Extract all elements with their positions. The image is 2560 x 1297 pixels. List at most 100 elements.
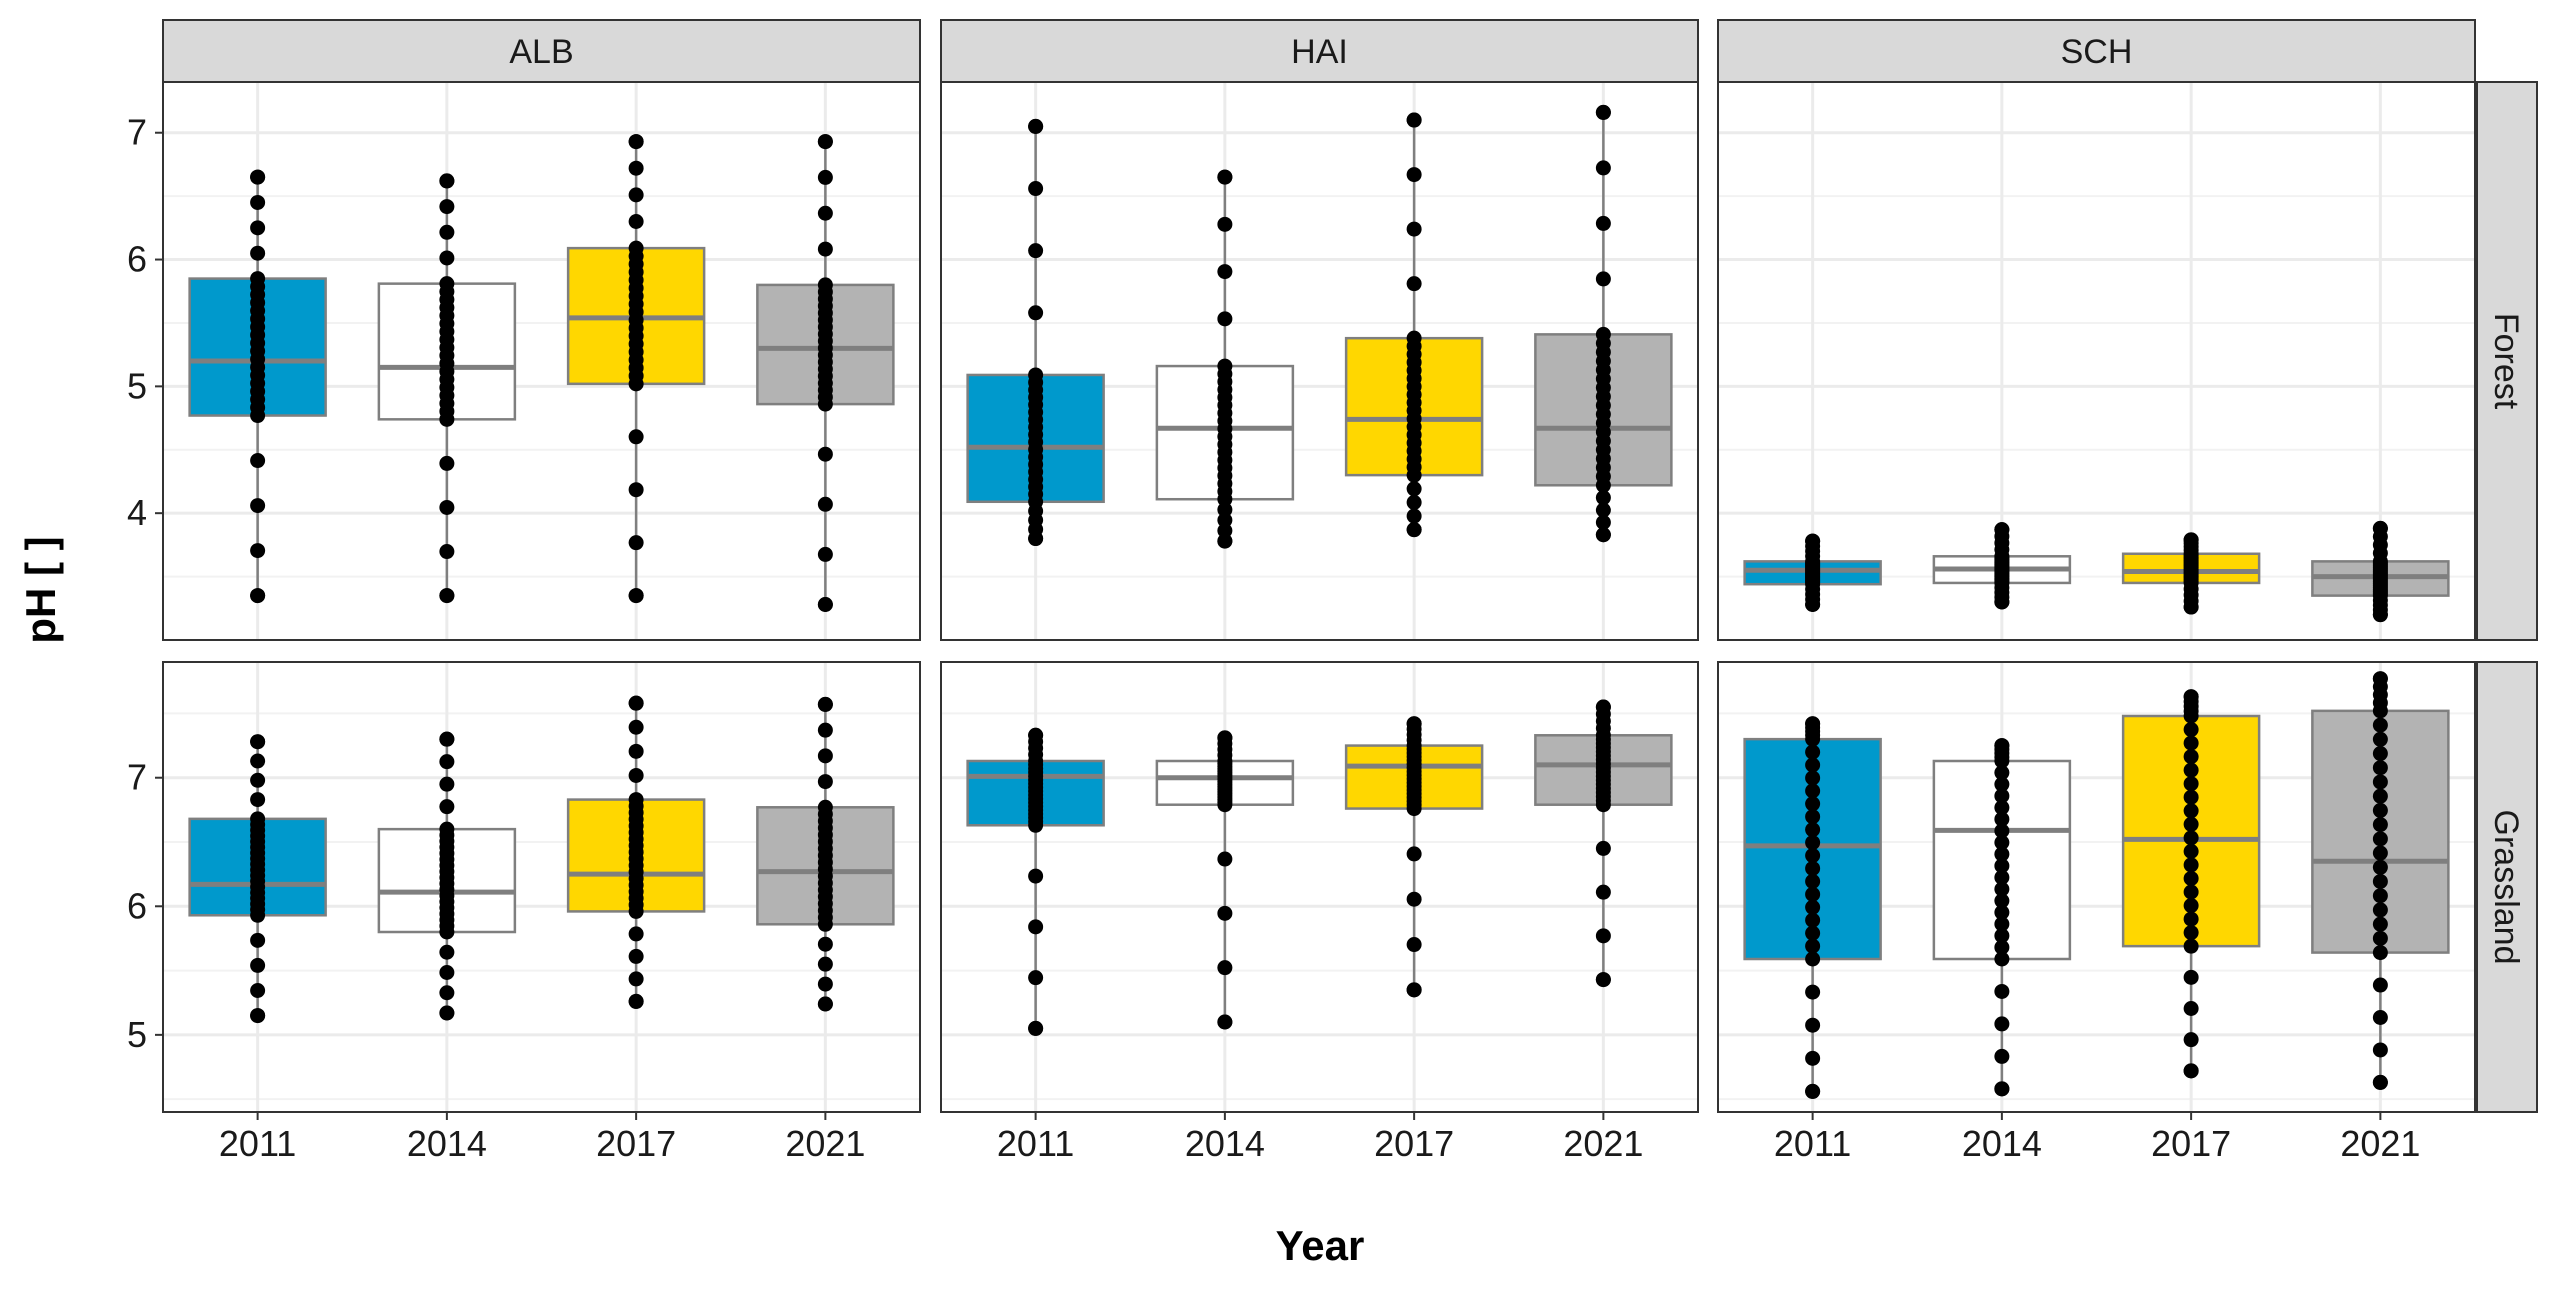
point-hai-forest-2011 [1028,118,1044,134]
point-alb-grassland-2014 [439,776,455,792]
point-sch-grassland-2017 [2183,911,2199,927]
point-hai-forest-2011 [1028,243,1044,259]
point-sch-grassland-2017 [2183,816,2199,832]
point-sch-grassland-2021 [2372,1042,2388,1058]
point-sch-grassland-2021 [2372,774,2388,790]
point-hai-grassland-2017 [1406,891,1422,907]
point-sch-grassland-2014 [1994,788,2010,804]
point-sch-grassland-2011 [1805,770,1821,786]
y-axis-title: pH [ ] [17,536,64,643]
x-tick-label-sch-2021: 2021 [2340,1123,2420,1164]
point-sch-grassland-2021 [2372,760,2388,776]
point-alb-forest-2017 [628,429,644,445]
point-alb-forest-2017 [628,240,644,256]
x-tick-label-hai-2017: 2017 [1374,1123,1454,1164]
point-alb-forest-2014 [439,455,455,471]
point-hai-grassland-2011 [1028,868,1044,884]
x-tick-label-alb-2011: 2011 [219,1123,296,1164]
y-tick-label-grassland: 6 [127,885,147,926]
x-axis-title: Year [1276,1222,1365,1269]
point-alb-grassland-2014 [439,754,455,770]
point-sch-grassland-2021 [2372,731,2388,747]
point-sch-grassland-2011 [1805,951,1821,967]
point-hai-forest-2014 [1217,169,1233,185]
point-alb-grassland-2017 [628,792,644,808]
point-sch-grassland-2011 [1805,984,1821,1000]
point-hai-grassland-2014 [1217,851,1233,867]
facet-label-forest: Forest [2487,313,2525,410]
point-hai-forest-2011 [1028,531,1044,547]
point-alb-forest-2011 [250,588,266,604]
point-sch-grassland-2011 [1805,1017,1821,1033]
point-hai-grassland-2021 [1595,928,1611,944]
point-hai-grassland-2017 [1406,982,1422,998]
point-alb-grassland-2017 [628,719,644,735]
point-sch-grassland-2014 [1994,951,2010,967]
point-hai-grassland-2011 [1028,727,1044,743]
point-alb-forest-2011 [250,245,266,261]
panel-bg-hai-grassland [941,662,1698,1112]
point-sch-grassland-2014 [1994,800,2010,816]
point-alb-grassland-2011 [250,932,266,948]
facet-strip-forest [2476,81,2538,641]
point-alb-forest-2014 [439,173,455,189]
point-alb-forest-2017 [628,134,644,150]
point-hai-grassland-2017 [1406,937,1422,953]
point-hai-forest-2017 [1406,330,1422,346]
point-sch-grassland-2014 [1994,928,2010,944]
point-sch-grassland-2014 [1994,1081,2010,1097]
point-sch-grassland-2017 [2183,749,2199,765]
point-sch-grassland-2011 [1805,873,1821,889]
point-sch-grassland-2017 [2183,722,2199,738]
point-hai-forest-2014 [1217,533,1233,549]
point-sch-grassland-2014 [1994,835,2010,851]
point-sch-grassland-2021 [2372,873,2388,889]
point-sch-forest-2017 [2183,599,2199,615]
point-sch-grassland-2017 [2183,689,2199,705]
point-alb-grassland-2021 [817,696,833,712]
point-hai-forest-2011 [1028,367,1044,383]
point-sch-grassland-2011 [1805,886,1821,902]
panel-border-hai-forest [940,81,1699,641]
facet-label-sch: SCH [2061,33,2133,71]
point-alb-forest-2011 [250,220,266,236]
y-tick-label-forest: 4 [127,492,147,533]
point-sch-grassland-2014 [1994,939,2010,955]
point-hai-forest-2011 [1028,305,1044,321]
point-hai-forest-2014 [1217,311,1233,327]
facet-label-grassland: Grassland [2487,810,2525,965]
point-sch-grassland-2017 [2183,1001,2199,1016]
point-sch-grassland-2014 [1994,811,2010,827]
point-sch-grassland-2021 [2372,859,2388,875]
point-alb-grassland-2021 [817,748,833,764]
point-alb-grassland-2021 [817,799,833,815]
point-alb-forest-2014 [439,276,455,292]
point-sch-grassland-2011 [1805,912,1821,928]
point-sch-grassland-2014 [1994,916,2010,932]
point-hai-forest-2011 [1028,181,1044,197]
panel-border-alb-forest [162,81,921,641]
point-sch-grassland-2014 [1994,846,2010,862]
point-sch-grassland-2011 [1805,716,1821,732]
point-alb-grassland-2021 [817,996,833,1012]
point-alb-grassland-2011 [250,734,266,750]
point-alb-forest-2017 [628,535,644,551]
point-alb-grassland-2021 [817,774,833,790]
point-sch-forest-2021 [2372,520,2388,536]
point-hai-grassland-2017 [1406,716,1422,732]
facet-strip-hai [940,19,1699,83]
point-sch-grassland-2014 [1994,858,2010,874]
point-sch-grassland-2021 [2372,845,2388,861]
point-sch-grassland-2021 [2372,788,2388,804]
point-alb-grassland-2014 [439,821,455,837]
point-hai-forest-2017 [1406,221,1422,237]
point-sch-grassland-2017 [2183,938,2199,954]
point-alb-forest-2014 [439,199,455,215]
point-alb-grassland-2014 [439,965,455,980]
point-hai-forest-2021 [1595,215,1611,231]
point-sch-grassland-2021 [2372,945,2388,961]
point-hai-forest-2021 [1595,104,1611,120]
point-hai-forest-2021 [1595,514,1611,530]
